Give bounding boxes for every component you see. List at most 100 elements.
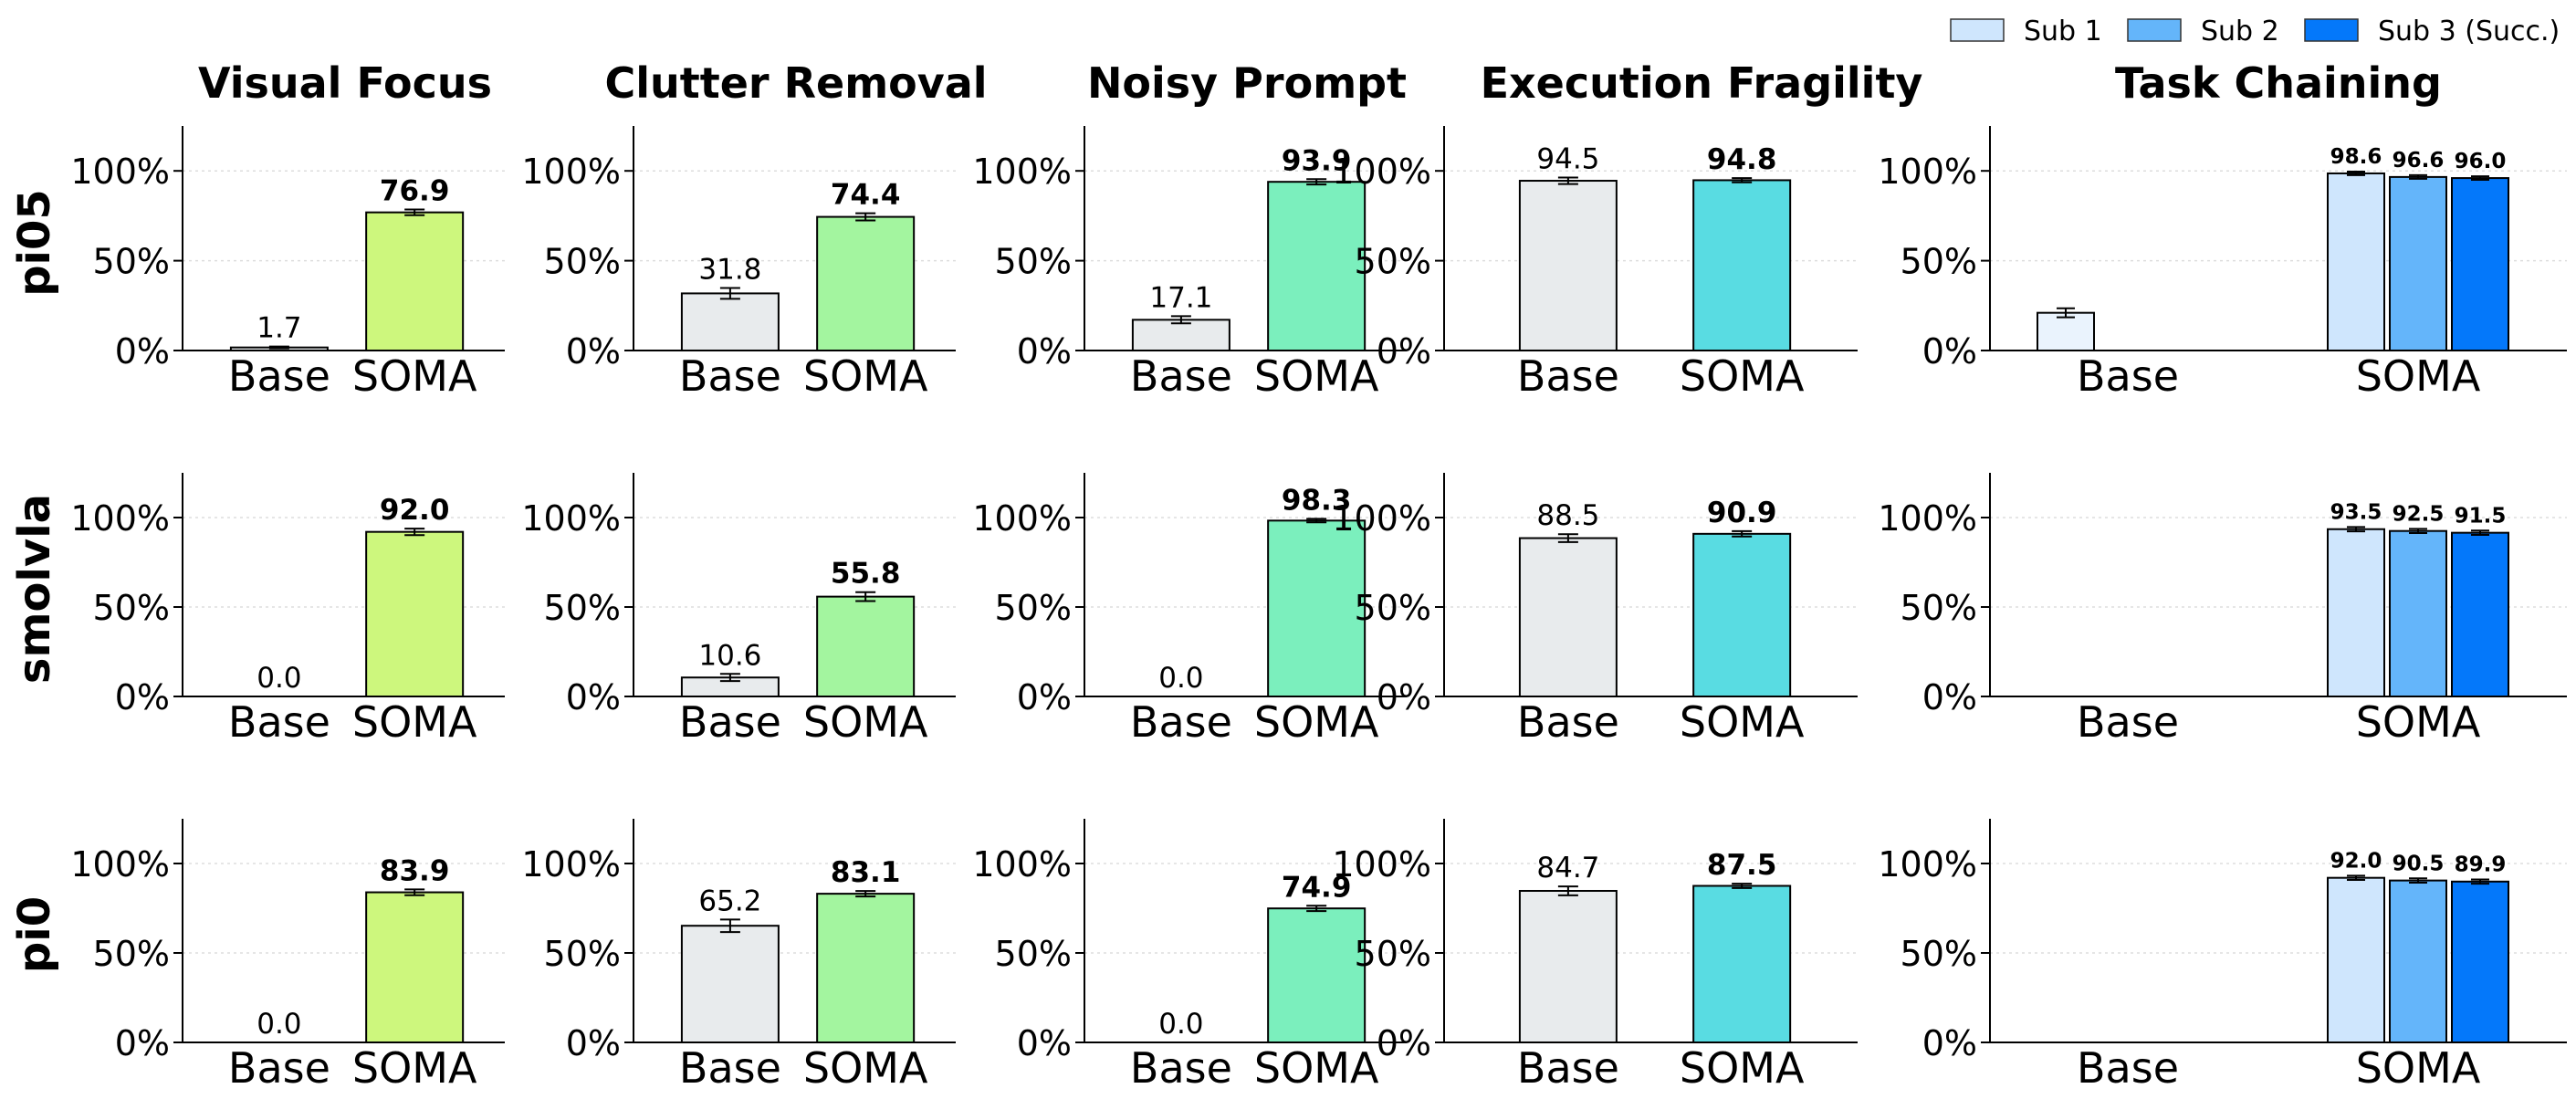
bar-soma xyxy=(1692,884,1792,1043)
bar-soma xyxy=(365,530,465,697)
legend-swatch-1 xyxy=(1950,18,2005,42)
bar-soma xyxy=(1267,519,1367,697)
y-tick-label: 50% xyxy=(93,242,170,282)
value-label: 94.8 xyxy=(1707,143,1777,176)
y-tick-label: 100% xyxy=(972,152,1072,192)
y-tick-label: 100% xyxy=(1332,844,1431,884)
value-label: 87.5 xyxy=(1707,849,1777,882)
y-tick-label: 50% xyxy=(995,242,1072,282)
y-tick-label: 100% xyxy=(521,844,621,884)
bar-soma xyxy=(816,215,916,351)
bar-base xyxy=(680,292,780,352)
legend-label-1: Sub 1 xyxy=(2024,16,2102,47)
panel-pi0-1: 0% 50% 100% 65.2 83.1 Base SOMA xyxy=(521,819,956,1093)
bar-base xyxy=(1518,180,1618,351)
y-tick-label: 50% xyxy=(1901,588,1977,628)
value-label: 88.5 xyxy=(1536,499,1599,532)
x-tick-label: Base xyxy=(1130,697,1232,747)
x-tick-label: Base xyxy=(2077,697,2179,747)
bar-base xyxy=(1518,537,1618,697)
value-label: 0.0 xyxy=(1158,1008,1203,1041)
y-tick-label: 0% xyxy=(115,1023,170,1063)
column-titles: Visual Focus Clutter Removal Noisy Prompt E… xyxy=(198,58,2442,108)
value-label: 74.9 xyxy=(1282,871,1352,904)
column-title-1: Visual Focus xyxy=(198,58,492,108)
value-label: 98.3 xyxy=(1282,484,1352,517)
x-tick-label: SOMA xyxy=(352,697,477,747)
row-label-pi05: pi05 xyxy=(9,189,60,297)
value-label: 10.6 xyxy=(698,639,761,672)
value-label: 1.7 xyxy=(257,312,301,345)
y-tick-label: 0% xyxy=(1017,677,1072,717)
row-labels: pi05 smolvla pi0 xyxy=(9,189,60,973)
x-tick-label: SOMA xyxy=(1254,351,1379,401)
bar-soma xyxy=(1267,181,1367,351)
y-tick-label: 50% xyxy=(544,588,621,628)
value-label: 93.9 xyxy=(1282,144,1352,177)
panel-smolvla-0: 0% 50% 100% 0.0 92.0 Base SOMA xyxy=(70,473,505,747)
value-label: 90.5 xyxy=(2393,852,2445,875)
value-label: 0.0 xyxy=(257,662,301,695)
y-tick-label: 100% xyxy=(972,844,1072,884)
column-title-5: Task Chaining xyxy=(2115,58,2442,108)
panel-smolvla-4: 0% 50% 100% 93.5 92.5 91.5 Base SOMA xyxy=(1878,473,2567,747)
value-label: 84.7 xyxy=(1536,852,1599,884)
x-tick-label: SOMA xyxy=(1680,351,1805,401)
bar-soma-sub1 xyxy=(2327,528,2385,697)
x-tick-label: Base xyxy=(228,697,330,747)
y-tick-label: 50% xyxy=(995,934,1072,974)
x-tick-label: Base xyxy=(228,1043,330,1093)
legend-swatch-2 xyxy=(2127,18,2182,42)
bar-soma xyxy=(365,891,465,1044)
value-label: 94.5 xyxy=(1536,142,1599,175)
x-tick-label: SOMA xyxy=(803,1043,928,1093)
value-label: 83.1 xyxy=(831,856,901,889)
x-tick-label: SOMA xyxy=(1254,1043,1379,1093)
value-label: 17.1 xyxy=(1149,281,1212,314)
bar-soma-sub1 xyxy=(2327,876,2385,1043)
x-tick-label: Base xyxy=(228,351,330,401)
value-label: 96.0 xyxy=(2455,150,2507,173)
value-label: 98.6 xyxy=(2330,145,2382,169)
x-tick-label: Base xyxy=(2077,1043,2179,1093)
y-tick-label: 0% xyxy=(1922,331,1977,372)
value-label: 74.4 xyxy=(831,179,901,212)
y-tick-label: 0% xyxy=(1017,331,1072,372)
bar-base xyxy=(680,925,780,1044)
bar-soma-sub3 xyxy=(2451,531,2509,697)
y-tick-label: 0% xyxy=(1377,1023,1431,1063)
panel-pi05-3: 0% 50% 100% 94.5 94.8 Base SOMA xyxy=(1332,126,1858,401)
column-title-4: Execution Fragility xyxy=(1481,58,1923,108)
panel-pi0-0: 0% 50% 100% 0.0 83.9 Base SOMA xyxy=(70,819,505,1093)
y-tick-label: 0% xyxy=(566,677,621,717)
panel-pi05-2: 0% 50% 100% 17.1 93.9 Base SOMA xyxy=(972,126,1407,401)
legend: Sub 1 Sub 2 Sub 3 (Succ.) xyxy=(1950,16,2560,47)
panel-pi05-4: 0% 50% 100% 98.6 96.6 96.0 Base SOMA xyxy=(1878,126,2567,401)
x-tick-label: SOMA xyxy=(2356,697,2481,747)
x-tick-label: SOMA xyxy=(803,351,928,401)
y-tick-label: 100% xyxy=(521,152,621,192)
bar-soma xyxy=(1267,907,1367,1043)
y-tick-label: 0% xyxy=(115,677,170,717)
x-tick-label: Base xyxy=(1130,1043,1232,1093)
bar-base xyxy=(1131,319,1230,351)
bar-soma xyxy=(1692,532,1792,697)
y-tick-label: 100% xyxy=(70,844,170,884)
y-tick-label: 100% xyxy=(70,498,170,539)
x-tick-label: Base xyxy=(679,351,781,401)
value-label: 55.8 xyxy=(831,558,901,591)
bar-soma xyxy=(1692,179,1792,351)
bar-soma xyxy=(816,595,916,698)
bar-soma xyxy=(365,211,465,351)
panel-pi05-0: 0% 50% 100% 1.7 76.9 Base SOMA xyxy=(70,126,505,401)
y-tick-label: 100% xyxy=(70,152,170,192)
panel-smolvla-3: 0% 50% 100% 88.5 90.9 Base SOMA xyxy=(1332,473,1858,747)
value-label: 31.8 xyxy=(698,254,761,287)
x-tick-label: SOMA xyxy=(2356,351,2481,401)
y-tick-label: 100% xyxy=(1332,498,1431,539)
value-label: 96.6 xyxy=(2393,149,2445,173)
y-tick-label: 0% xyxy=(1377,331,1431,372)
value-label: 65.2 xyxy=(698,884,761,917)
bar-soma-sub2 xyxy=(2389,529,2447,698)
y-tick-label: 0% xyxy=(1377,677,1431,717)
